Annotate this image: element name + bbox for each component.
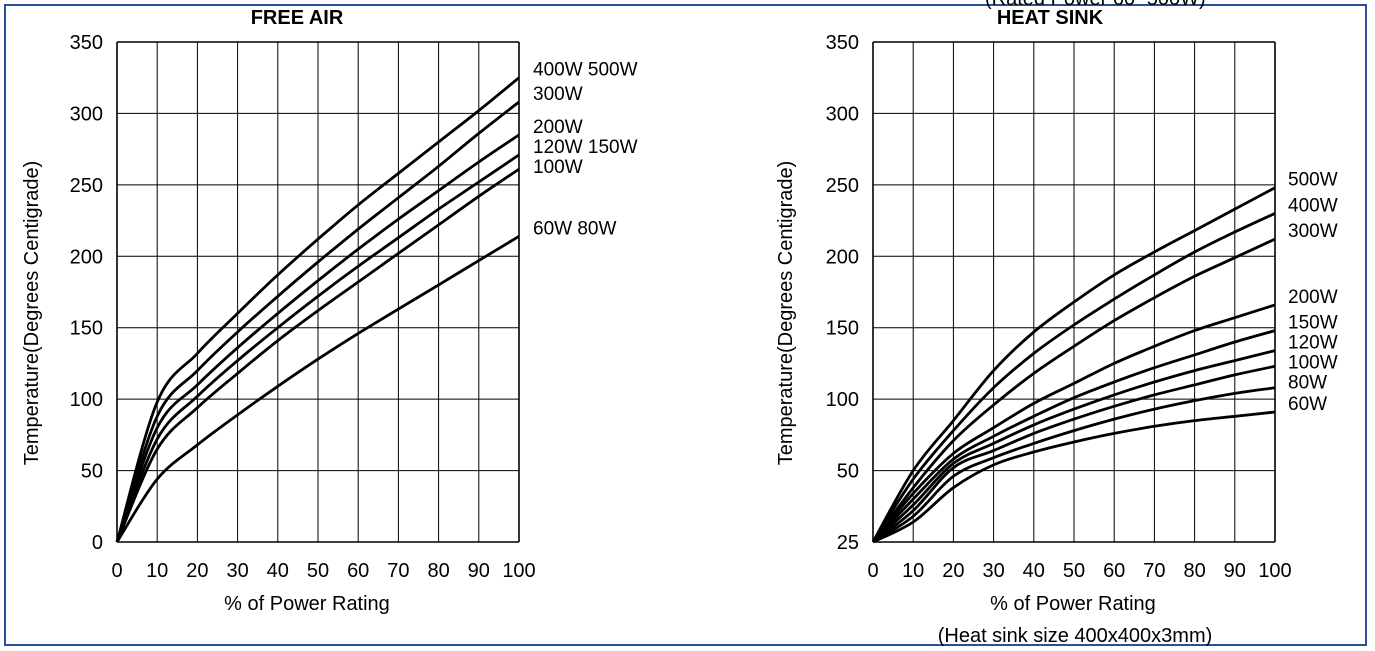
x-tick-label: 10 xyxy=(146,560,168,582)
series-line xyxy=(871,237,1276,543)
x-tick-labels: 0 10 20 30 40 50 60 70 80 90 100 xyxy=(111,560,535,582)
series-line xyxy=(115,133,520,543)
x-tick-label: 70 xyxy=(387,560,409,582)
x-tick-label: 90 xyxy=(468,560,490,582)
series-line xyxy=(871,212,1276,543)
series-label: 400W xyxy=(1288,195,1338,216)
series-line xyxy=(115,235,520,543)
series-line xyxy=(115,76,520,543)
series-lines xyxy=(871,186,1276,544)
series-line xyxy=(871,329,1276,543)
series-label: 150W xyxy=(1288,313,1338,334)
x-tick-label: 90 xyxy=(1224,560,1246,582)
series-label: 400W 500W xyxy=(533,60,638,81)
x-tick-label: 60 xyxy=(1103,560,1125,582)
series-line xyxy=(872,364,1276,544)
series-label: 60W 80W xyxy=(533,218,616,239)
x-tick-label: 80 xyxy=(427,560,449,582)
series-label: 300W xyxy=(533,84,583,105)
y-tick-label: 150 xyxy=(70,318,103,340)
series-label: 80W xyxy=(1288,373,1327,394)
x-tick-label: 40 xyxy=(267,560,289,582)
series-label: 100W xyxy=(533,157,583,178)
series-lines xyxy=(115,76,520,543)
chart-title: FREE AIR xyxy=(251,7,344,29)
series-label: 300W xyxy=(1288,221,1338,242)
series-line xyxy=(115,167,520,543)
figure-frame xyxy=(4,4,1367,646)
x-tick-label: 30 xyxy=(982,560,1004,582)
grid xyxy=(872,41,1276,543)
x-tick-label: 50 xyxy=(1063,560,1085,582)
x-tick-label: 40 xyxy=(1023,560,1045,582)
x-tick-labels: 0 10 20 30 40 50 60 70 80 90 100 xyxy=(867,560,1291,582)
grid xyxy=(116,41,520,543)
series-label: 500W xyxy=(1288,170,1338,191)
y-tick-labels: 25 50 100 150 200 250 300 350 xyxy=(826,32,859,554)
series-line xyxy=(872,386,1276,544)
x-tick-label: 0 xyxy=(111,560,122,582)
y-tick-label: 350 xyxy=(70,32,103,54)
x-axis-label: % of Power Rating xyxy=(224,593,390,615)
series-label: 200W xyxy=(533,117,583,138)
x-tick-label: 10 xyxy=(902,560,924,582)
series-label: 60W xyxy=(1288,394,1327,415)
chart-heat-sink: HEAT SINK 0 10 20 30 40 50 60 70 80 90 100 25 50 100… xyxy=(775,7,1338,647)
x-tick-label: 20 xyxy=(186,560,208,582)
cut-caption: (Rated Power 60~500W) xyxy=(985,0,1206,10)
x-tick-label: 70 xyxy=(1143,560,1165,582)
y-tick-label: 100 xyxy=(826,389,859,411)
y-tick-label: 350 xyxy=(826,32,859,54)
series-line xyxy=(871,303,1276,543)
series-line xyxy=(115,100,520,543)
y-tick-label: 0 xyxy=(92,532,103,554)
x-tick-label: 20 xyxy=(942,560,964,582)
x-tick-label: 80 xyxy=(1183,560,1205,582)
chart-title: HEAT SINK xyxy=(997,7,1104,29)
x-tick-label: 100 xyxy=(502,560,535,582)
y-tick-label: 300 xyxy=(826,103,859,125)
y-tick-label: 100 xyxy=(70,389,103,411)
series-line xyxy=(872,349,1276,544)
y-tick-label: 25 xyxy=(837,532,859,554)
y-tick-label: 50 xyxy=(837,461,859,483)
y-tick-label: 150 xyxy=(826,318,859,340)
chart-caption: (Heat sink size 400x400x3mm) xyxy=(938,625,1213,647)
x-tick-label: 100 xyxy=(1258,560,1291,582)
y-axis-label: Temperature(Degrees Centigrade) xyxy=(21,161,43,466)
series-line xyxy=(872,410,1276,544)
series-label: 100W xyxy=(1288,353,1338,374)
y-tick-label: 50 xyxy=(81,461,103,483)
y-tick-label: 200 xyxy=(70,246,103,268)
series-label: 120W 150W xyxy=(533,137,638,158)
series-label: 200W xyxy=(1288,287,1338,308)
x-tick-label: 30 xyxy=(226,560,248,582)
series-line xyxy=(871,186,1276,543)
series-line xyxy=(115,153,520,543)
series-label: 120W xyxy=(1288,333,1338,354)
y-tick-label: 250 xyxy=(70,175,103,197)
y-axis-label: Temperature(Degrees Centigrade) xyxy=(775,161,797,466)
x-tick-label: 60 xyxy=(347,560,369,582)
x-tick-label: 50 xyxy=(307,560,329,582)
y-tick-label: 300 xyxy=(70,103,103,125)
chart-free-air: FREE AIR 0 10 20 30 40 50 60 70 80 90 100 0 50 100 15… xyxy=(21,7,638,615)
x-tick-label: 0 xyxy=(867,560,878,582)
x-axis-label: % of Power Rating xyxy=(990,593,1156,615)
y-tick-label: 200 xyxy=(826,246,859,268)
y-tick-labels: 0 50 100 150 200 250 300 350 xyxy=(70,32,103,554)
y-tick-label: 250 xyxy=(826,175,859,197)
